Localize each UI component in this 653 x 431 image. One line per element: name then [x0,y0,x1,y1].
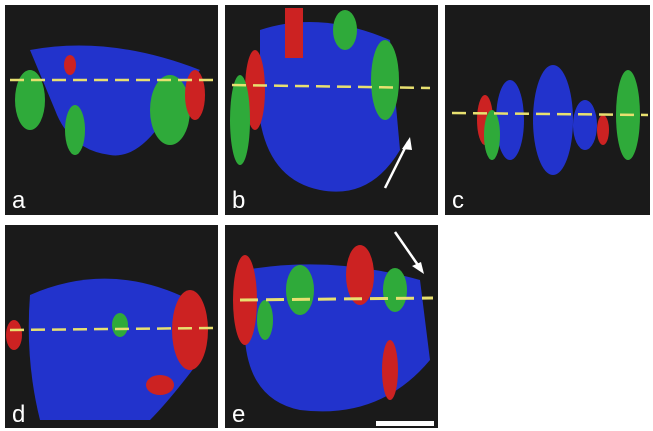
panel-label: d [12,401,25,428]
panel-label: e [232,401,245,428]
panel-e: e [225,225,438,428]
panel-label: c [452,187,464,214]
panel-d: d [5,225,218,428]
panel-c: c [445,5,650,215]
panel-b: b [225,5,438,215]
panel-label: a [12,187,26,214]
panel-label: b [232,187,245,214]
panel-a: a [5,5,218,215]
scale-bar [376,421,434,426]
